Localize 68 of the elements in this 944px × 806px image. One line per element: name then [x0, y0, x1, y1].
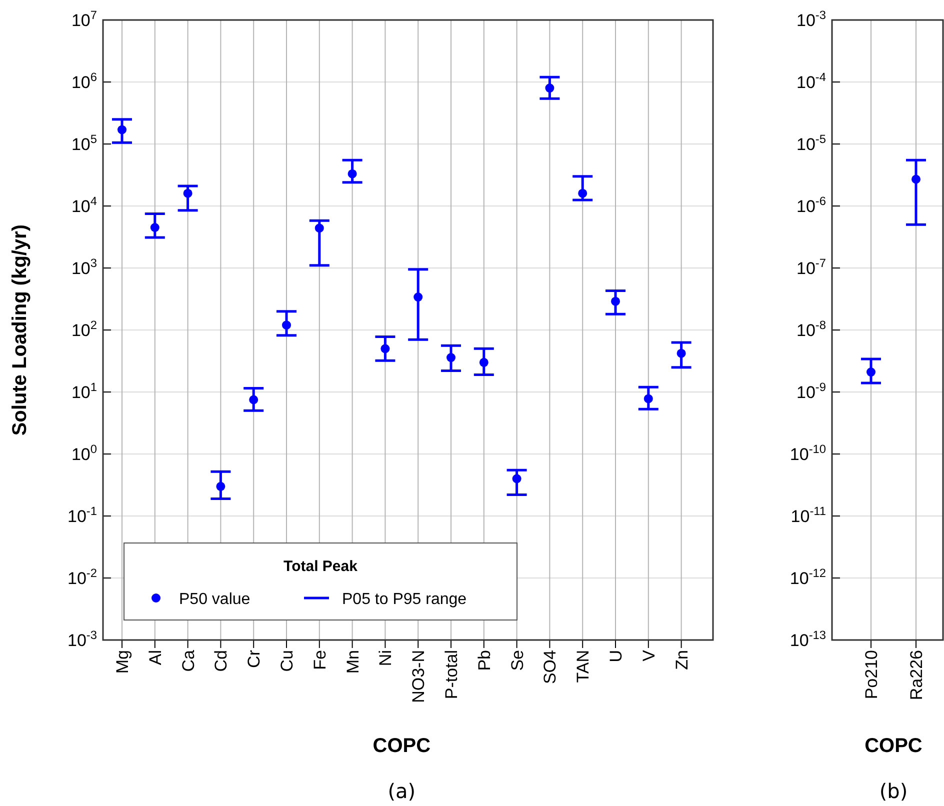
y-tick-label: 10$^{-9}$	[796, 380, 826, 402]
x-tick-label: Mn	[343, 650, 362, 674]
y-tick-label: 10$^{5}$	[71, 132, 98, 154]
y-tick-label: 10$^{-13}$	[790, 628, 826, 650]
text: (a)	[388, 779, 416, 803]
point	[216, 482, 226, 491]
point	[611, 296, 620, 306]
y-tick-label: 10$^{0}$	[71, 442, 98, 464]
point	[282, 320, 291, 330]
y-tick-label: 10$^{3}$	[71, 256, 98, 278]
point	[150, 223, 160, 232]
y-axis-title: Solute Loading (kg/yr)	[9, 224, 31, 436]
y-tick-label: 10$^{-1}$	[68, 504, 98, 526]
x-tick-label: Ni	[376, 650, 396, 666]
y-tick-label: 10$^{4}$	[71, 194, 98, 216]
y-tick-label: 10$^{-3}$	[796, 8, 826, 30]
y-tick-label: 10$^{-7}$	[796, 256, 826, 278]
x-tick-label: V	[639, 649, 658, 662]
point	[676, 348, 686, 358]
x-axis-title: COPC	[864, 735, 922, 757]
x-tick-label: Mg	[113, 650, 132, 674]
y-tick-label: 10$^{-11}$	[790, 504, 826, 526]
x-tick-label: Cd	[212, 650, 231, 672]
x-tick-label: Ra226	[907, 650, 926, 700]
annotation: P05 to P95 range	[342, 591, 467, 608]
text: (b)	[879, 779, 908, 803]
point	[118, 125, 126, 134]
x-tick-label: SO4	[540, 650, 560, 684]
point	[578, 188, 588, 198]
y-tick-label: 10$^{-6}$	[796, 194, 826, 216]
y-tick-label: 10$^{-4}$	[796, 70, 826, 92]
x-tick-label: Al	[146, 650, 165, 666]
point	[314, 224, 324, 233]
point	[183, 188, 192, 198]
x-tick-label: Pb	[474, 650, 494, 671]
x-tick-label: Cr	[244, 650, 264, 668]
x-tick-label: Po210	[862, 650, 881, 700]
x-tick-label: Zn	[672, 650, 692, 670]
legend-label: P50 value	[179, 591, 250, 608]
y-tick-label: 10$^{-12}$	[790, 566, 826, 588]
y-tick-label: 10$^{-10}$	[790, 442, 826, 464]
point	[512, 474, 522, 484]
point	[545, 84, 554, 93]
legend-title: Total Peak	[284, 558, 358, 575]
x-tick-label: Cu	[278, 650, 296, 672]
point	[249, 395, 258, 404]
y-tick-label: 10$^{-3}$	[68, 628, 98, 650]
y-tick-label: 10$^{6}$	[71, 70, 98, 92]
x-tick-label: U	[606, 650, 626, 662]
x-tick-label: P-total	[442, 650, 461, 700]
y-tick-label: 10$^{2}$	[71, 318, 98, 340]
x-tick-label: Ca	[178, 649, 198, 672]
y-tick-label: 10$^{-5}$	[796, 132, 826, 154]
point	[348, 169, 357, 178]
point	[446, 353, 456, 362]
x-tick-label: NO3-N	[409, 650, 428, 703]
y-tick-label: 10$^{-8}$	[796, 318, 826, 340]
x-tick-label: TAN	[574, 650, 593, 683]
point	[414, 292, 423, 302]
x-tick-label: Fe	[310, 650, 330, 670]
y-tick-label: 10$^{-2}$	[68, 566, 98, 588]
y-tick-label: 10$^{7}$	[71, 8, 98, 30]
y-tick-label: 10$^{1}$	[71, 380, 98, 402]
point	[644, 394, 653, 404]
x-tick-label: Se	[508, 650, 527, 671]
x-axis-title: COPC	[372, 735, 431, 757]
point	[479, 358, 488, 367]
point	[380, 344, 390, 354]
